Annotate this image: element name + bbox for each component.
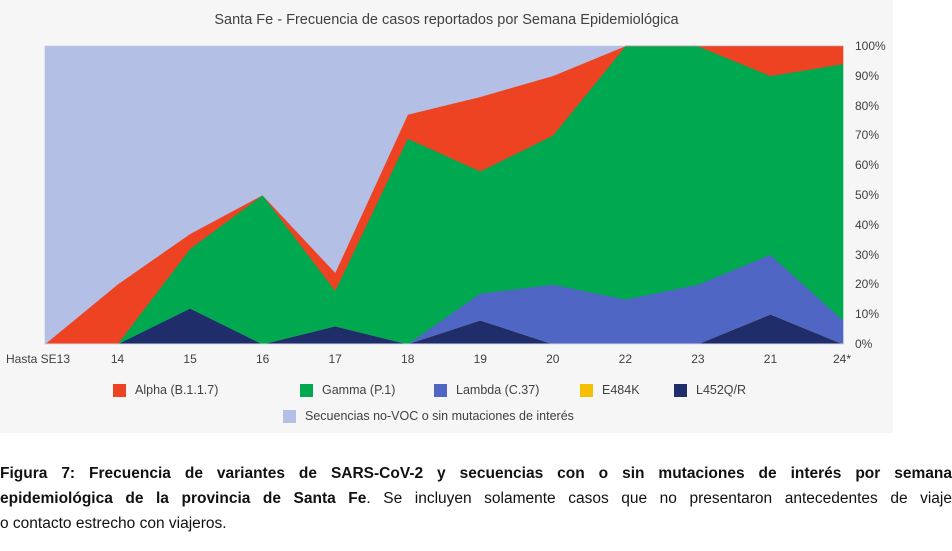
y-tick-label: 10% [855, 307, 880, 322]
legend-label: Lambda (C.37) [456, 383, 540, 397]
x-tick-label: 20 [546, 352, 560, 366]
y-tick-label: 80% [855, 98, 880, 113]
x-tick-label: 15 [183, 352, 197, 366]
area-series-secuencias-no-voc-o-sin-mutaciones-de-inter-s [44, 45, 843, 345]
stacked-area-chart [44, 45, 844, 345]
legend-swatch [283, 409, 296, 423]
legend-item: Secuencias no-VOC o sin mutaciones de in… [283, 409, 574, 423]
caption-bold-1: Figura 7: Frecuencia de variantes de SAR… [0, 465, 952, 482]
figure-caption: Figura 7: Frecuencia de variantes de SAR… [0, 461, 952, 536]
x-tick-label: 21 [763, 352, 778, 366]
x-tick-label: 17 [328, 352, 342, 366]
y-tick-label: 50% [855, 188, 880, 202]
legend-label: L452Q/R [696, 383, 747, 397]
chart-panel: Santa Fe - Frecuencia de casos reportado… [5, 12, 886, 423]
y-tick-label: 20% [855, 277, 880, 292]
legend-swatch [580, 383, 593, 397]
legend-item: Gamma (P.1) [300, 383, 395, 397]
x-tick-label: 24* [832, 352, 852, 366]
x-tick-label: Hasta SE13 [5, 352, 71, 366]
y-tick-label: 60% [855, 158, 880, 173]
legend-item: Lambda (C.37) [434, 383, 539, 397]
legend-item: E484K [580, 383, 640, 397]
caption-text-2: . Se incluyen solamente casos que no pre… [366, 490, 952, 507]
legend-swatch [113, 383, 126, 397]
x-tick-label: 19 [473, 352, 487, 366]
y-tick-label: 40% [855, 217, 880, 232]
legend-label: Secuencias no-VOC o sin mutaciones de in… [305, 409, 574, 423]
y-tick-label: 30% [855, 247, 880, 262]
x-tick-label: 18 [401, 352, 415, 366]
x-tick-label: 23 [691, 352, 705, 366]
legend-swatch [674, 383, 687, 397]
legend-label: Gamma (P.1) [322, 383, 396, 397]
caption-bold-2: epidemiológica de la provincia de Santa … [0, 490, 367, 507]
legend-swatch [300, 383, 313, 397]
legend-label: E484K [602, 383, 640, 397]
legend-swatch [434, 383, 447, 397]
y-tick-label: 100% [855, 39, 886, 53]
caption-line-1: Figura 7: Frecuencia de variantes de SAR… [0, 461, 952, 486]
x-tick-label: 22 [618, 352, 633, 366]
y-tick-label: 90% [855, 68, 880, 83]
caption-line-3: o contacto estrecho con viajeros. [0, 515, 227, 532]
caption-line-2: epidemiológica de la provincia de Santa … [0, 486, 952, 511]
y-tick-label: 70% [855, 128, 880, 143]
chart-title: Santa Fe - Frecuencia de casos reportado… [214, 12, 679, 28]
y-tick-label: 0% [855, 337, 873, 351]
legend-item: L452Q/R [674, 383, 746, 397]
legend-item: Alpha (B.1.1.7) [113, 383, 218, 397]
x-tick-label: 16 [255, 352, 270, 366]
legend-label: Alpha (B.1.1.7) [135, 383, 219, 397]
x-tick-label: 14 [110, 352, 125, 366]
